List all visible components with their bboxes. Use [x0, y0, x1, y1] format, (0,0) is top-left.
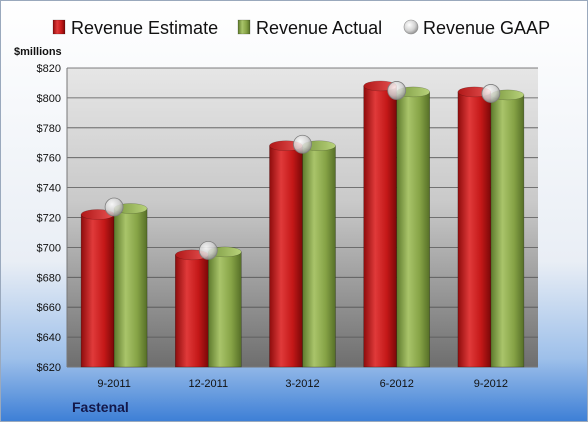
y-tick-label: $740 [37, 183, 61, 195]
estimate-swatch [52, 19, 66, 35]
gaap-marker [198, 240, 218, 260]
y-tick-label: $700 [37, 242, 61, 254]
estimate-bar [457, 86, 492, 368]
legend: Revenue Estimate Revenue Actual Revenue GA… [52, 18, 550, 38]
estimate-bar [363, 80, 398, 368]
x-tick-label: 9-2012 [474, 378, 508, 390]
y-tick-label: $820 [37, 63, 61, 75]
gaap-marker [104, 197, 124, 217]
estimate-bar [80, 209, 115, 368]
actual-swatch [237, 19, 251, 35]
legend-item: Revenue Estimate [52, 18, 218, 38]
legend-label: Revenue GAAP [423, 18, 550, 38]
y-tick-label: $800 [37, 93, 61, 105]
bars [80, 80, 525, 368]
x-tick-label: 6-2012 [380, 378, 414, 390]
gaap-marker [387, 81, 407, 100]
y-tick-label: $720 [37, 213, 61, 225]
y-tick-label: $780 [37, 123, 61, 135]
y-tick-label: $640 [37, 332, 61, 344]
y-tick-label: $760 [37, 153, 61, 165]
gaap-marker [293, 134, 312, 154]
actual-bar [208, 246, 242, 368]
legend-label: Revenue Actual [256, 18, 382, 38]
y-axis-ticks: $620 $640 $660 $680 $700 $720 $740 $760 $780 $800… [37, 63, 61, 374]
y-axis-label: $millions [14, 46, 62, 58]
legend-item: Revenue GAAP [403, 18, 550, 38]
estimate-bar [269, 140, 303, 368]
actual-bar [302, 140, 336, 368]
actual-bar [490, 89, 525, 368]
x-tick-label: 9-2011 [97, 378, 130, 390]
company-label: Fastenal [72, 399, 129, 415]
actual-bar [113, 203, 148, 368]
actual-bar [396, 86, 431, 368]
gaap-swatch [403, 19, 419, 35]
y-tick-label: $660 [37, 302, 61, 314]
gaap-marker [481, 84, 501, 103]
y-tick-label: $680 [37, 272, 61, 284]
estimate-bar [175, 249, 209, 368]
legend-label: Revenue Estimate [71, 18, 218, 38]
y-tick-label: $620 [37, 362, 61, 374]
x-tick-label: 3-2012 [285, 378, 319, 390]
x-tick-label: 12-2011 [189, 378, 229, 390]
x-axis-ticks: 9-2011 12-2011 3-2012 6-2012 9-2012 [97, 378, 508, 390]
legend-item: Revenue Actual [237, 18, 382, 38]
